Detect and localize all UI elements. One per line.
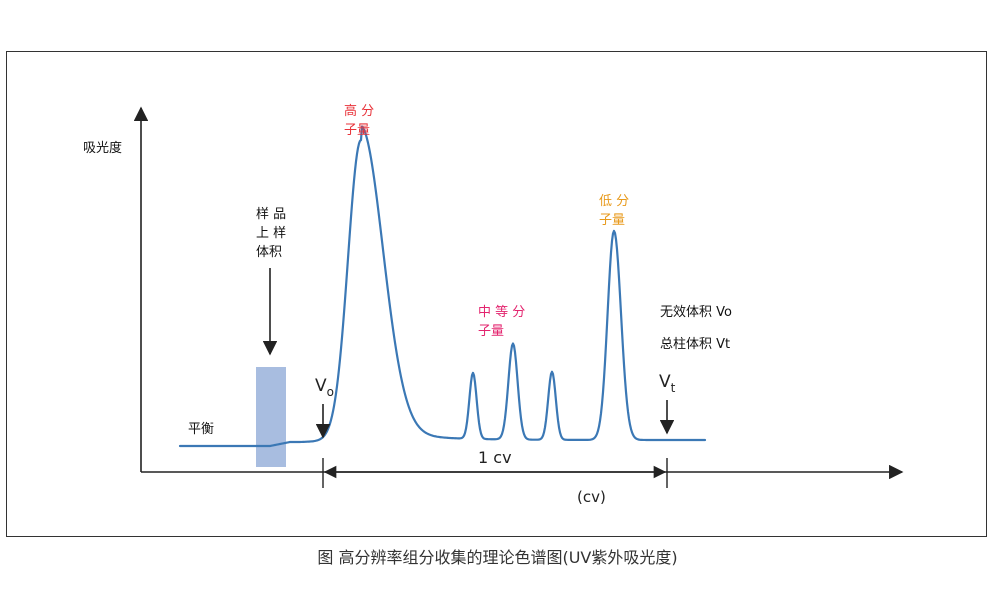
vo-label-main: V (315, 376, 327, 396)
high-mw-label-line-1: 高 分 (344, 103, 374, 119)
sample-loading-band (256, 367, 286, 467)
void-volume-label: 无效体积 Vo (660, 305, 732, 320)
vt-label-subscript: t (671, 381, 676, 395)
x-axis-unit-label: (cv) (577, 488, 606, 506)
sample-loading-label-line-3: 体积 (256, 245, 282, 260)
high-mw-label-line-2: 子量 (344, 123, 370, 138)
total-column-volume-label: 总柱体积 Vt (660, 337, 730, 352)
low-mw-label-line-1: 低 分 (599, 194, 629, 209)
span-label: 1 cv (478, 448, 512, 467)
vt-label-main: V (659, 372, 671, 392)
vo-label: Vo (315, 376, 334, 399)
y-axis-label: 吸光度 (83, 140, 122, 156)
vt-label: Vt (659, 372, 676, 395)
figure-frame (6, 51, 987, 537)
vo-label-subscript: o (327, 385, 334, 399)
equilibrium-label: 平衡 (188, 422, 214, 437)
sample-loading-label-line-2: 上 样 (256, 226, 286, 241)
mid-mw-label-line-2: 子量 (478, 324, 504, 339)
sample-loading-label-line-1: 样 品 (256, 207, 286, 222)
low-mw-label-line-2: 子量 (599, 213, 625, 228)
figure-caption: 图 高分辨率组分收集的理论色谱图(UV紫外吸光度) (317, 548, 678, 567)
mid-mw-label-line-1: 中 等 分 (478, 304, 525, 320)
chromatogram-curve (178, 125, 707, 448)
